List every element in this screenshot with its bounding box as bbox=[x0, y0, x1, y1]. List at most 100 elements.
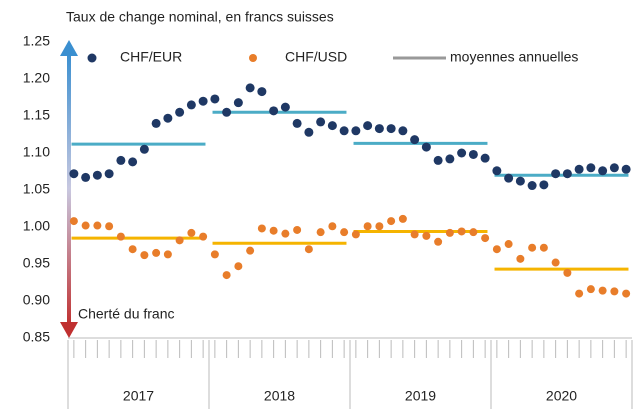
point bbox=[469, 228, 478, 237]
point bbox=[445, 228, 454, 237]
point bbox=[421, 142, 431, 152]
point bbox=[492, 166, 502, 176]
y-tick-label: 1.10 bbox=[23, 144, 50, 160]
point bbox=[516, 254, 525, 263]
point bbox=[539, 243, 548, 252]
point bbox=[152, 248, 161, 257]
point bbox=[586, 285, 595, 294]
point bbox=[257, 224, 266, 233]
point bbox=[562, 169, 572, 179]
point bbox=[163, 113, 173, 123]
point bbox=[81, 172, 91, 182]
legend-marker bbox=[249, 54, 257, 62]
group-label: 2018 bbox=[264, 388, 295, 404]
point bbox=[116, 155, 126, 165]
point bbox=[539, 180, 549, 190]
point bbox=[563, 268, 572, 277]
point bbox=[528, 243, 537, 252]
legend-label: moyennes annuelles bbox=[450, 49, 578, 65]
point bbox=[210, 250, 219, 259]
point bbox=[210, 94, 220, 104]
point bbox=[163, 250, 172, 259]
point bbox=[422, 231, 431, 240]
point bbox=[198, 96, 208, 106]
group-label: 2017 bbox=[123, 388, 154, 404]
y-tick-label: 1.05 bbox=[23, 181, 50, 197]
point bbox=[374, 124, 384, 134]
point bbox=[504, 240, 513, 249]
point bbox=[621, 164, 631, 174]
point bbox=[69, 217, 78, 226]
point bbox=[387, 217, 396, 226]
point bbox=[246, 246, 255, 255]
point bbox=[292, 118, 302, 128]
point bbox=[316, 228, 325, 237]
point bbox=[575, 289, 584, 298]
point bbox=[327, 121, 337, 131]
y-tick-label: 0.90 bbox=[23, 292, 50, 308]
point bbox=[175, 107, 185, 117]
point bbox=[457, 148, 467, 158]
arrow-head-down bbox=[60, 322, 78, 338]
y-tick-label: 1.00 bbox=[23, 218, 50, 234]
point bbox=[434, 237, 443, 246]
point bbox=[222, 107, 232, 117]
point bbox=[81, 221, 90, 230]
legend-label: CHF/EUR bbox=[120, 49, 182, 65]
point bbox=[551, 169, 561, 179]
point bbox=[222, 271, 231, 280]
point bbox=[175, 236, 184, 245]
axis-arrow bbox=[67, 52, 71, 326]
point bbox=[481, 234, 490, 243]
point bbox=[398, 214, 407, 223]
y-tick-label: 1.25 bbox=[23, 33, 50, 49]
point bbox=[410, 135, 420, 145]
point bbox=[92, 170, 102, 180]
point bbox=[280, 102, 290, 112]
point bbox=[93, 221, 102, 230]
point bbox=[504, 173, 514, 183]
point bbox=[609, 163, 619, 173]
point bbox=[257, 87, 267, 97]
point bbox=[105, 222, 114, 231]
point bbox=[139, 144, 149, 154]
point bbox=[304, 127, 314, 137]
point bbox=[551, 258, 560, 267]
point bbox=[328, 222, 337, 231]
point bbox=[186, 100, 196, 110]
point bbox=[351, 126, 361, 136]
point bbox=[351, 230, 360, 239]
point bbox=[316, 117, 326, 127]
point bbox=[104, 169, 114, 179]
point bbox=[375, 222, 384, 231]
point bbox=[339, 126, 349, 136]
y-tick-label: 0.85 bbox=[23, 329, 50, 345]
point bbox=[457, 227, 466, 236]
point bbox=[445, 154, 455, 164]
point bbox=[128, 245, 137, 254]
point bbox=[363, 121, 373, 131]
point bbox=[410, 230, 419, 239]
point bbox=[363, 222, 372, 231]
legend-label: CHF/USD bbox=[285, 49, 347, 65]
point bbox=[293, 225, 302, 234]
legend-marker bbox=[87, 53, 97, 63]
point bbox=[69, 169, 79, 179]
point bbox=[527, 181, 537, 191]
point bbox=[586, 163, 596, 173]
point bbox=[574, 164, 584, 174]
point bbox=[515, 176, 525, 186]
point bbox=[151, 118, 161, 128]
point bbox=[468, 149, 478, 159]
point bbox=[128, 157, 138, 167]
point bbox=[269, 106, 279, 116]
point bbox=[269, 226, 278, 235]
point bbox=[622, 289, 631, 298]
y-tick-label: 1.20 bbox=[23, 70, 50, 86]
arrow-head-up bbox=[60, 40, 78, 56]
point bbox=[386, 124, 396, 134]
point bbox=[245, 83, 255, 93]
point bbox=[492, 245, 501, 254]
group-label: 2020 bbox=[546, 388, 577, 404]
point bbox=[187, 228, 196, 237]
